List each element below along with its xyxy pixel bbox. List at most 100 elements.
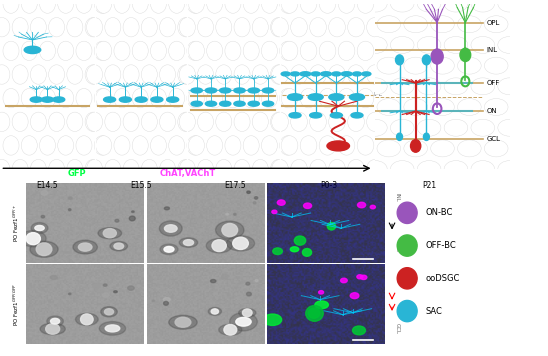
- Ellipse shape: [21, 0, 37, 13]
- Ellipse shape: [340, 278, 347, 283]
- Ellipse shape: [471, 161, 495, 178]
- Ellipse shape: [20, 230, 46, 247]
- Ellipse shape: [96, 136, 112, 155]
- Ellipse shape: [178, 17, 194, 37]
- Ellipse shape: [207, 41, 222, 61]
- Ellipse shape: [178, 159, 194, 179]
- Text: P0-3: P0-3: [320, 181, 337, 190]
- Ellipse shape: [357, 136, 374, 155]
- Ellipse shape: [404, 16, 427, 33]
- Circle shape: [206, 101, 216, 106]
- Ellipse shape: [253, 202, 256, 204]
- Ellipse shape: [0, 65, 10, 84]
- Circle shape: [410, 140, 421, 152]
- Ellipse shape: [96, 41, 112, 61]
- Ellipse shape: [164, 302, 168, 305]
- Ellipse shape: [272, 210, 277, 214]
- Circle shape: [30, 97, 42, 102]
- Ellipse shape: [87, 65, 102, 84]
- Circle shape: [262, 101, 273, 106]
- Ellipse shape: [67, 65, 83, 84]
- Ellipse shape: [271, 65, 287, 84]
- Ellipse shape: [484, 16, 508, 33]
- Circle shape: [343, 72, 352, 76]
- Ellipse shape: [189, 136, 204, 155]
- Ellipse shape: [367, 159, 384, 179]
- Ellipse shape: [498, 161, 522, 178]
- Ellipse shape: [163, 298, 170, 302]
- Ellipse shape: [264, 314, 282, 325]
- Ellipse shape: [329, 65, 345, 84]
- Circle shape: [424, 133, 429, 141]
- Ellipse shape: [498, 36, 522, 53]
- Ellipse shape: [175, 317, 191, 327]
- Ellipse shape: [352, 326, 366, 335]
- Circle shape: [311, 72, 320, 76]
- Ellipse shape: [357, 88, 374, 108]
- Ellipse shape: [471, 119, 495, 136]
- Ellipse shape: [50, 318, 60, 324]
- Circle shape: [332, 72, 341, 76]
- Circle shape: [53, 97, 65, 102]
- Circle shape: [248, 88, 259, 93]
- Circle shape: [290, 72, 300, 76]
- Ellipse shape: [132, 0, 148, 13]
- Ellipse shape: [300, 41, 317, 61]
- Ellipse shape: [357, 41, 374, 61]
- Ellipse shape: [226, 213, 229, 215]
- Ellipse shape: [21, 41, 37, 61]
- Ellipse shape: [179, 112, 195, 131]
- Text: GCL: GCL: [395, 241, 399, 252]
- Ellipse shape: [159, 159, 175, 179]
- Circle shape: [352, 72, 362, 76]
- Ellipse shape: [39, 136, 55, 155]
- Ellipse shape: [102, 293, 109, 297]
- Text: INL: INL: [487, 47, 498, 53]
- Text: GFP: GFP: [68, 169, 87, 178]
- Ellipse shape: [178, 65, 194, 84]
- Ellipse shape: [319, 0, 336, 13]
- Ellipse shape: [164, 246, 174, 252]
- Ellipse shape: [150, 136, 167, 155]
- Ellipse shape: [370, 205, 375, 209]
- Ellipse shape: [216, 159, 232, 179]
- Ellipse shape: [115, 219, 119, 222]
- Ellipse shape: [36, 243, 52, 256]
- Circle shape: [308, 94, 323, 100]
- Ellipse shape: [179, 17, 195, 37]
- Ellipse shape: [272, 17, 288, 37]
- Ellipse shape: [417, 0, 441, 12]
- Ellipse shape: [347, 65, 364, 84]
- Ellipse shape: [444, 78, 468, 95]
- Ellipse shape: [376, 88, 393, 108]
- Ellipse shape: [222, 274, 228, 279]
- Ellipse shape: [85, 17, 101, 37]
- Ellipse shape: [114, 243, 124, 249]
- Ellipse shape: [76, 313, 98, 325]
- Ellipse shape: [30, 112, 47, 131]
- Ellipse shape: [310, 159, 327, 179]
- Ellipse shape: [179, 238, 198, 247]
- Ellipse shape: [272, 112, 288, 131]
- Circle shape: [104, 97, 116, 102]
- Ellipse shape: [376, 0, 393, 13]
- Ellipse shape: [233, 213, 236, 215]
- Ellipse shape: [309, 308, 319, 318]
- Ellipse shape: [96, 0, 112, 13]
- Ellipse shape: [417, 78, 441, 95]
- Ellipse shape: [261, 136, 277, 155]
- Ellipse shape: [3, 0, 19, 13]
- Ellipse shape: [178, 112, 194, 131]
- Ellipse shape: [50, 276, 58, 279]
- Ellipse shape: [306, 305, 323, 321]
- Ellipse shape: [169, 41, 185, 61]
- Ellipse shape: [110, 241, 128, 251]
- Ellipse shape: [76, 136, 92, 155]
- Ellipse shape: [58, 0, 74, 13]
- Ellipse shape: [230, 313, 258, 331]
- Ellipse shape: [367, 112, 384, 131]
- Text: PO Fezf1$^{GFP/GFP}$: PO Fezf1$^{GFP/GFP}$: [12, 283, 21, 326]
- Text: INL: INL: [395, 193, 399, 202]
- Ellipse shape: [85, 65, 101, 84]
- Ellipse shape: [224, 324, 237, 335]
